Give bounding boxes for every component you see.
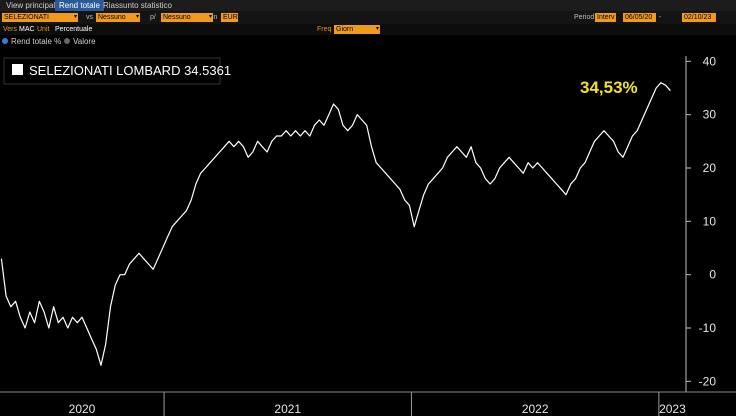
- vs-value: Nessuno: [98, 14, 126, 21]
- x-tick-label: 2023: [659, 402, 686, 416]
- unit-label: Unit: [37, 26, 50, 33]
- freq-label: Freq: [317, 26, 332, 33]
- return-annotation: 34,53%: [580, 78, 638, 97]
- start-date-field[interactable]: 06/05/20: [623, 13, 656, 22]
- period-value: Interv: [597, 14, 615, 21]
- y-tick-label: 0: [709, 268, 716, 282]
- y-tick-label: 20: [703, 161, 717, 175]
- x-tick-label: 2021: [274, 402, 301, 416]
- tab-riassunto-statistico[interactable]: Riassunto statistico: [103, 1, 172, 10]
- in-label: in: [212, 14, 218, 21]
- vs-field[interactable]: Nessuno ▾: [96, 13, 140, 22]
- start-date-value: 06/05/20: [625, 14, 653, 21]
- x-tick-label: 2020: [69, 402, 96, 416]
- series-line: [0, 82, 671, 366]
- security-field[interactable]: SELEZIONATI LOMBARD ▾: [2, 13, 78, 22]
- series-legend-label: SELEZIONATI LOMBARD 34.5361: [29, 63, 231, 78]
- end-date-value: 02/10/23: [684, 14, 712, 21]
- vers-label: Vers: [3, 26, 18, 33]
- secondary-toolbar: Vers MAC Unit Percentuale Freq Giorn ▾: [0, 24, 736, 35]
- pi-field[interactable]: Nessuno ▾: [161, 13, 213, 22]
- y-tick-label: 10: [703, 214, 717, 228]
- chevron-down-icon: ▾: [208, 14, 212, 20]
- chart-background: [0, 48, 736, 416]
- y-tick-label: 40: [703, 54, 717, 68]
- tab-view-principale[interactable]: View principale: [6, 1, 60, 10]
- radio-selected-icon: [2, 38, 8, 44]
- period-label: Period: [574, 14, 595, 21]
- vers-value[interactable]: MAC: [19, 26, 35, 33]
- legend-label: Valore: [73, 37, 96, 46]
- date-separator: -: [659, 14, 662, 21]
- end-date-field[interactable]: 02/10/23: [682, 13, 716, 22]
- chevron-down-icon: ▾: [73, 14, 77, 20]
- series-swatch: [12, 64, 23, 75]
- view-tabs: View principale Rend totale Riassunto st…: [0, 0, 736, 11]
- chart-layer: 40 30 20 10 0 -10 -20 2020 2021 2022 2023 SELEZIONA…: [0, 54, 736, 416]
- unit-value[interactable]: Percentuale: [55, 26, 93, 33]
- security-value: SELEZIONATI LOMBARD: [4, 14, 49, 21]
- y-tick-label: 30: [703, 108, 717, 122]
- legend-label: Rend totale %: [11, 37, 62, 46]
- chevron-down-icon: ▾: [135, 14, 139, 20]
- total-return-chart: 40 30 20 10 0 -10 -20 2020 2021 2022 2023 SELEZIONA…: [0, 48, 736, 416]
- radio-unselected-icon: [64, 38, 70, 44]
- vs-label: vs: [86, 14, 93, 21]
- currency-value: EUR: [223, 14, 238, 21]
- currency-field[interactable]: EUR: [221, 13, 238, 22]
- legend-rend-totale[interactable]: Rend totale %: [2, 36, 61, 48]
- top-toolbar: SELEZIONATI LOMBARD ▾ vs Nessuno ▾ p/ Ness…: [0, 11, 736, 24]
- freq-field[interactable]: Giorn ▾: [334, 25, 380, 34]
- series-legend-box: [3, 57, 221, 85]
- pi-value: Nessuno: [163, 14, 191, 21]
- period-field[interactable]: Interv: [595, 13, 616, 22]
- y-tick-label: -20: [699, 374, 717, 388]
- legend-valore[interactable]: Valore: [64, 36, 96, 48]
- x-tick-label: 2022: [522, 402, 549, 416]
- freq-value: Giorn: [336, 26, 354, 33]
- chevron-down-icon: ▾: [375, 26, 379, 32]
- pi-label: p/: [150, 14, 156, 21]
- tab-rend-totale[interactable]: Rend totale: [55, 0, 104, 11]
- y-tick-label: -10: [699, 321, 717, 335]
